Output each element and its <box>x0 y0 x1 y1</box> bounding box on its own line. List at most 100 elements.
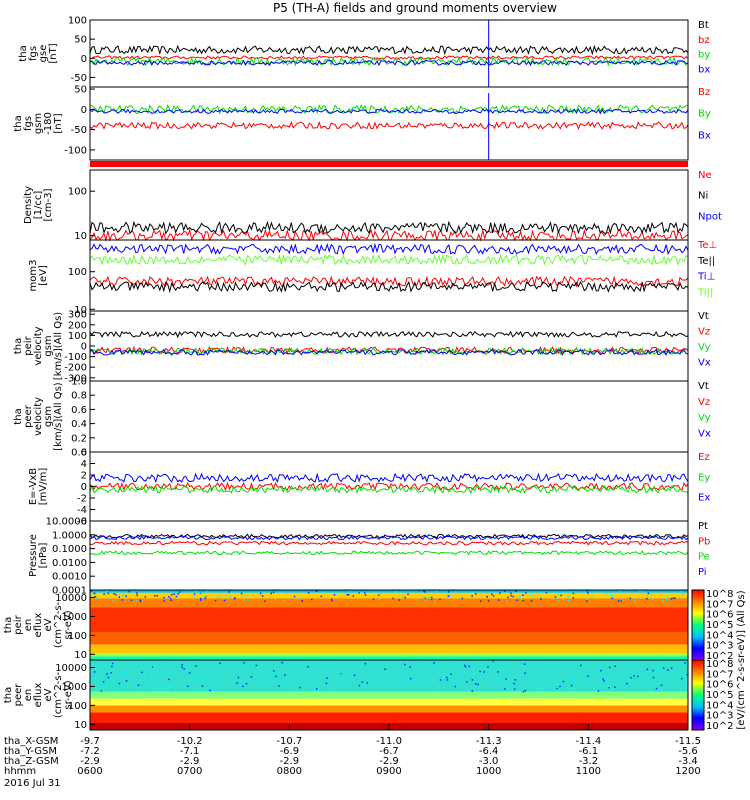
heatmap-pixel <box>461 597 464 600</box>
legend-Ti⊥: Ti⊥ <box>697 272 715 283</box>
heatmap-pixel <box>259 594 262 597</box>
heatmap-pixel <box>282 600 285 602</box>
series-line-Vy <box>89 347 689 356</box>
heatmap-pixel <box>572 687 574 689</box>
heatmap-pixel <box>559 685 561 688</box>
heatmap-pixel <box>585 683 587 685</box>
heatmap-pixel <box>261 595 264 597</box>
heatmap-pixel <box>240 682 243 684</box>
heatmap-band <box>90 653 688 657</box>
heatmap-pixel <box>475 593 477 595</box>
y-label-line: [nT] <box>48 43 59 63</box>
heatmap-pixel <box>229 595 232 598</box>
heatmap-pixel <box>114 683 116 686</box>
y-tick-label: 300 <box>68 310 87 321</box>
heatmap-pixel <box>168 678 170 681</box>
heatmap-pixel <box>596 666 598 668</box>
x-row-value: -7.1 <box>180 746 200 757</box>
heatmap-pixel <box>492 595 495 597</box>
heatmap-pixel <box>115 592 117 595</box>
heatmap-pixel <box>141 600 144 602</box>
heatmap-pixel <box>256 666 259 669</box>
heatmap-pixel <box>464 666 467 668</box>
heatmap-pixel <box>95 597 98 599</box>
heatmap-pixel <box>326 677 328 679</box>
colorbar-0 <box>691 589 705 661</box>
heatmap-pixel <box>630 676 632 679</box>
heatmap-pixel <box>382 677 385 680</box>
panel-frame <box>89 86 689 161</box>
heatmap-pixel <box>672 597 675 599</box>
heatmap-pixel <box>242 599 245 601</box>
colorbar-tick-label: 10^6 <box>706 610 733 621</box>
legend-by: by <box>698 50 710 61</box>
x-row-value: -2.9 <box>180 756 200 767</box>
y-label-line: velocity <box>33 397 44 436</box>
series-line-Bt <box>89 44 689 56</box>
y-axis-label: tha fgs gse [nT] <box>18 43 59 63</box>
heatmap-pixel <box>123 595 125 597</box>
heatmap-pixel <box>498 599 500 601</box>
heatmap-pixel <box>228 592 231 594</box>
colorbar-tick-label: 10^7 <box>706 669 733 680</box>
heatmap-pixel <box>273 670 275 672</box>
heatmap-pixel <box>538 687 540 689</box>
legend-Bx: Bx <box>698 130 711 141</box>
heatmap-pixel <box>556 668 558 671</box>
heatmap-pixel <box>433 600 436 602</box>
heatmap-pixel <box>378 598 381 600</box>
heatmap-pixel <box>137 684 140 687</box>
x-row-value: -10.2 <box>177 736 203 747</box>
y-label-line: eV <box>43 618 54 631</box>
heatmap-pixel <box>93 592 96 595</box>
heatmap-pixel <box>168 672 171 674</box>
heatmap-band <box>90 691 688 699</box>
series-line-Vt <box>89 330 689 339</box>
heatmap-pixel <box>107 676 110 679</box>
heatmap-pixel <box>241 594 244 597</box>
heatmap-pixel <box>591 596 593 599</box>
heatmap-pixel <box>626 682 628 685</box>
series-line-by <box>89 56 689 67</box>
heatmap-pixel <box>433 662 435 664</box>
colorbar-tick-label: 10^4 <box>706 700 733 711</box>
y-label-line: eV <box>43 688 54 701</box>
heatmap-pixel <box>423 590 425 593</box>
heatmap-pixel <box>259 592 262 595</box>
y-tick-label: -100 <box>64 352 87 363</box>
heatmap-pixel <box>96 686 99 688</box>
heatmap-pixel <box>504 688 506 690</box>
heatmap-pixel <box>301 600 304 602</box>
heatmap-pixel <box>168 597 170 600</box>
y-label-line: [nT] <box>53 113 64 133</box>
legend-Npot: Npot <box>698 211 722 222</box>
colorbar-tick-label: 10^8 <box>706 589 733 600</box>
panel-frame <box>89 520 689 591</box>
y-tick-label: 0 <box>81 105 87 116</box>
heatmap-pixel <box>168 595 170 598</box>
heatmap-pixel <box>680 690 682 692</box>
heatmap-pixel <box>566 594 568 597</box>
x-row-value: 1000 <box>476 766 501 777</box>
heatmap-pixel <box>326 665 328 668</box>
heatmap-pixel <box>507 596 509 599</box>
heatmap-pixel <box>285 686 288 689</box>
y-label-line: Pressure <box>28 534 39 577</box>
panel-frame <box>89 451 689 522</box>
heatmap-pixel <box>570 684 573 687</box>
heatmap-pixel <box>115 690 118 692</box>
heatmap-pixel <box>398 599 400 601</box>
y-label-line: [km/s](All Qs) <box>53 312 64 380</box>
y-tick-label: 0.8 <box>71 391 87 402</box>
heatmap-pixel <box>506 600 508 602</box>
y-tick-label: -200 <box>64 363 87 374</box>
y-axis-label: tha peir velocity gsm [km/s](All Qs) <box>13 312 64 380</box>
y-tick-label: 0 <box>81 342 87 353</box>
heatmap-pixel <box>108 597 111 600</box>
y-tick-label: 0.1000 <box>52 544 87 555</box>
heatmap-pixel <box>384 668 386 671</box>
y-label-line: peer <box>23 404 34 428</box>
heatmap-pixel <box>554 596 557 598</box>
heatmap-pixel <box>361 681 364 683</box>
